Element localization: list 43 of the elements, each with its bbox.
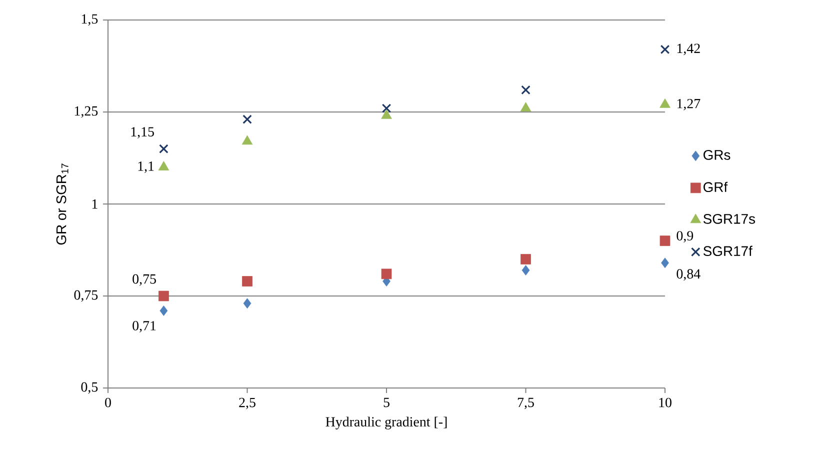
y-tick-label: 0,75 bbox=[74, 290, 98, 302]
data-label: 0,84 bbox=[676, 269, 700, 281]
x-axis-title: Hydraulic gradient [-] bbox=[326, 416, 447, 430]
x-tick-label: 0 bbox=[105, 398, 111, 408]
data-label: 1,15 bbox=[131, 127, 154, 138]
point bbox=[158, 161, 170, 170]
point bbox=[160, 306, 168, 316]
point bbox=[520, 102, 532, 112]
data-label: 0,71 bbox=[132, 321, 156, 332]
x-tick-label: 7,5 bbox=[518, 398, 534, 410]
y-axis-title: GR or SGR$_{17}$ bbox=[56, 164, 68, 245]
point bbox=[381, 110, 392, 119]
point bbox=[158, 290, 169, 302]
data-label: 1,27 bbox=[677, 98, 700, 110]
point bbox=[242, 114, 252, 124]
point bbox=[521, 85, 530, 95]
point bbox=[522, 265, 530, 276]
data-label: 0,9 bbox=[676, 231, 694, 243]
point bbox=[381, 268, 392, 280]
legend-label: SGR17s bbox=[703, 214, 756, 224]
legend-label: GRs bbox=[704, 150, 730, 160]
point bbox=[243, 298, 252, 309]
legend-label: GRf bbox=[704, 182, 728, 192]
legend-label: SGR17f bbox=[703, 246, 752, 256]
point bbox=[242, 276, 252, 286]
data-label: 0,75 bbox=[132, 274, 156, 286]
x-tick-label: 5 bbox=[384, 398, 390, 408]
data-label: 1,42 bbox=[677, 44, 700, 56]
x-tick-label: 2,5 bbox=[239, 398, 256, 410]
point bbox=[520, 254, 531, 264]
point bbox=[660, 236, 670, 246]
point bbox=[382, 104, 392, 113]
point bbox=[661, 258, 669, 268]
point bbox=[660, 44, 670, 54]
data-label: 1,1 bbox=[138, 162, 154, 173]
y-tick-label: 0,5 bbox=[81, 382, 98, 394]
y-tick-label: 1,5 bbox=[82, 14, 98, 26]
point bbox=[242, 135, 253, 145]
y-tick-label: 1,25 bbox=[74, 106, 98, 118]
x-tick-label: 10 bbox=[659, 398, 672, 408]
point bbox=[159, 144, 168, 154]
y-tick-label: 1 bbox=[92, 199, 98, 209]
point bbox=[660, 98, 670, 108]
